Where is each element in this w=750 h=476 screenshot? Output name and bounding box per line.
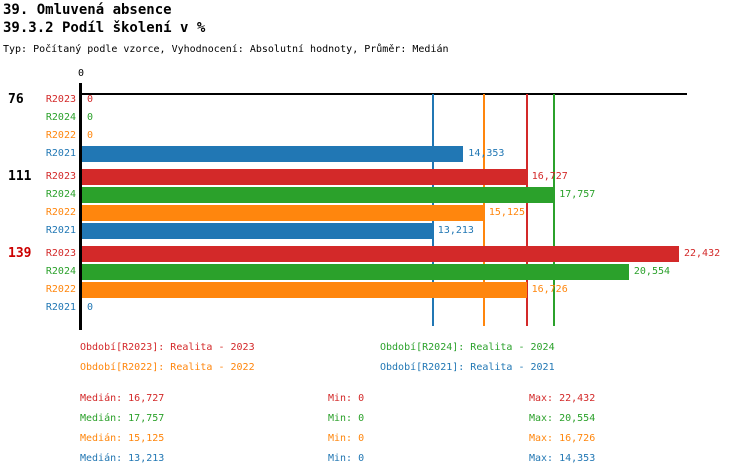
row-label-R2022: R2022 — [45, 207, 76, 218]
median-line-R2023 — [525, 94, 528, 326]
stats-median: Medián: 13,213 — [80, 453, 165, 464]
row-label-R2021: R2021 — [45, 148, 76, 159]
legend-item-R2022: Období[R2022]: Realita - 2022 — [80, 362, 255, 373]
chart-subtitle: Typ: Počítaný podle vzorce, Vyhodnocení:… — [3, 44, 449, 55]
bar-value-label: 0 — [87, 112, 94, 123]
stats-max: Max: 22,432 — [529, 393, 596, 404]
legend-item-R2024: Období[R2024]: Realita - 2024 — [380, 342, 555, 353]
x-axis-zero-tick-label: 0 — [77, 68, 85, 79]
median-line-R2022 — [482, 94, 485, 326]
bar — [81, 205, 484, 221]
x-axis-line — [80, 93, 687, 95]
group-label: 139 — [8, 246, 32, 261]
stats-max: Max: 20,554 — [529, 413, 596, 424]
row-label-R2021: R2021 — [45, 302, 76, 313]
stats-median: Medián: 16,727 — [80, 393, 165, 404]
bar-value-label: 15,125 — [488, 207, 526, 218]
y-axis-line — [79, 83, 82, 330]
legend-item-R2023: Období[R2023]: Realita - 2023 — [80, 342, 255, 353]
stats-min: Min: 0 — [328, 453, 365, 464]
row-label-R2024: R2024 — [45, 189, 76, 200]
group-label: 111 — [8, 169, 32, 184]
page-title: 39. Omluvená absence — [3, 2, 172, 18]
bar — [81, 264, 629, 280]
stats-min: Min: 0 — [328, 433, 365, 444]
row-label-R2023: R2023 — [45, 171, 76, 182]
stats-max: Max: 16,726 — [529, 433, 596, 444]
bar — [81, 282, 527, 298]
bar-value-label: 13,213 — [437, 225, 474, 236]
bar-value-label: 22,432 — [684, 248, 721, 259]
bar-value-label: 0 — [87, 130, 94, 141]
row-label-R2022: R2022 — [45, 130, 76, 141]
bar-value-label: 16,726 — [531, 284, 568, 295]
row-label-R2023: R2023 — [45, 248, 76, 259]
bar — [81, 146, 464, 162]
bar — [81, 187, 555, 203]
row-label-R2022: R2022 — [45, 284, 76, 295]
bar — [81, 246, 679, 262]
bar-value-label: 0 — [87, 94, 94, 105]
stats-min: Min: 0 — [328, 413, 365, 424]
bar-value-label: 20,554 — [633, 266, 671, 277]
stats-median: Medián: 15,125 — [80, 433, 165, 444]
stats-min: Min: 0 — [328, 393, 365, 404]
row-label-R2021: R2021 — [45, 225, 76, 236]
row-label-R2024: R2024 — [45, 112, 76, 123]
stats-max: Max: 14,353 — [529, 453, 596, 464]
row-label-R2024: R2024 — [45, 266, 76, 277]
chart-title: 39.3.2 Podíl školení v % — [3, 20, 206, 36]
group-label: 76 — [8, 92, 24, 107]
bar-value-label: 0 — [87, 302, 94, 313]
bar-value-label: 17,757 — [559, 189, 596, 200]
median-line-R2024 — [553, 94, 556, 326]
bar-value-label: 14,353 — [468, 148, 505, 159]
legend-item-R2021: Období[R2021]: Realita - 2021 — [380, 362, 555, 373]
bar — [81, 169, 527, 185]
row-label-R2023: R2023 — [45, 94, 76, 105]
bar — [81, 223, 433, 239]
stats-median: Medián: 17,757 — [80, 413, 165, 424]
bar-value-label: 16,727 — [531, 171, 568, 182]
